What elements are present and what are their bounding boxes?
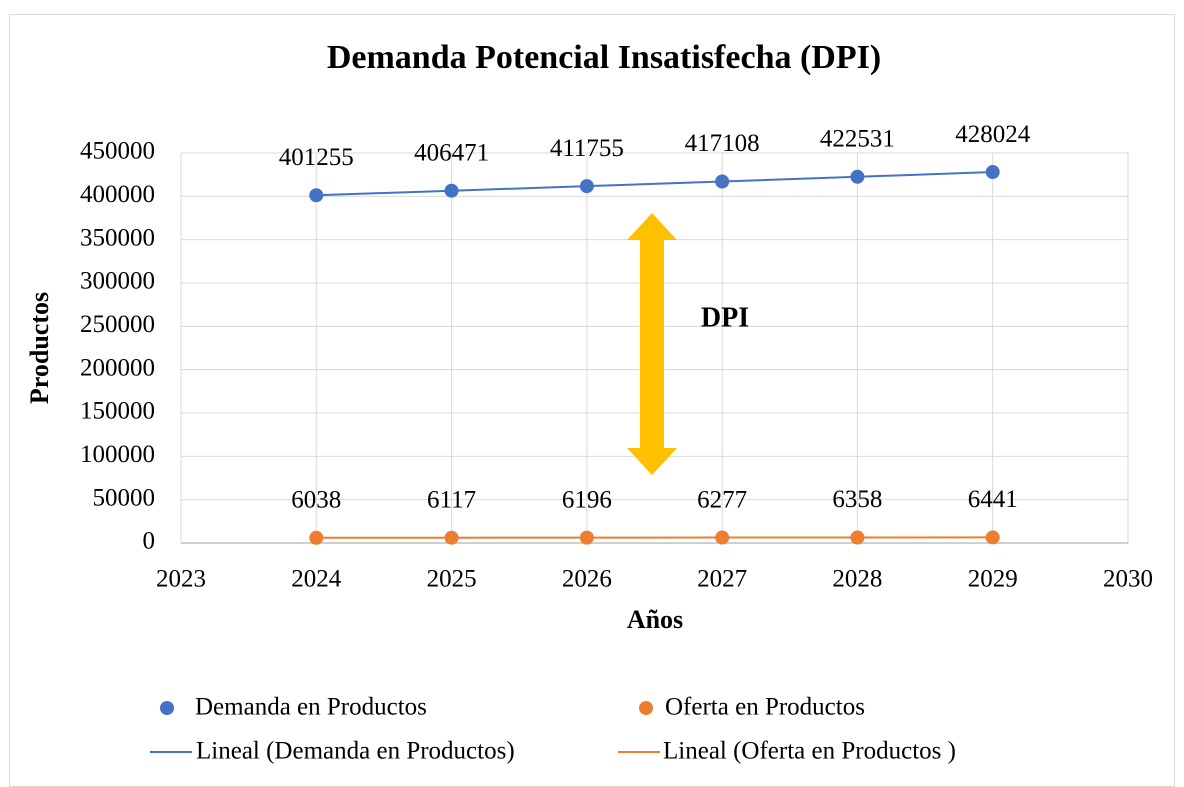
data-point bbox=[309, 188, 324, 203]
x-tick-label: 2029 bbox=[968, 566, 1018, 593]
y-tick-label: 100000 bbox=[80, 441, 155, 468]
data-point bbox=[715, 174, 730, 189]
data-label: 406471 bbox=[414, 139, 489, 166]
data-label: 417108 bbox=[685, 130, 760, 157]
data-label: 6358 bbox=[832, 486, 882, 513]
data-point bbox=[444, 530, 459, 545]
data-label: 411755 bbox=[550, 135, 624, 162]
data-label: 6117 bbox=[427, 486, 476, 513]
data-label: 428024 bbox=[955, 121, 1031, 148]
data-point bbox=[309, 530, 324, 545]
chart-border bbox=[9, 14, 1175, 787]
data-point bbox=[444, 183, 459, 198]
data-label: 422531 bbox=[820, 126, 895, 153]
y-tick-label: 300000 bbox=[80, 268, 155, 295]
data-point bbox=[985, 165, 1000, 180]
legend-marker bbox=[160, 701, 174, 715]
data-label: 6038 bbox=[291, 487, 341, 514]
legend-label: Oferta en Productos bbox=[665, 694, 865, 721]
data-point bbox=[579, 530, 594, 545]
y-tick-label: 450000 bbox=[80, 138, 155, 165]
y-tick-label: 50000 bbox=[93, 484, 156, 511]
data-label: 6277 bbox=[697, 486, 747, 513]
legend-label: Lineal (Demanda en Productos) bbox=[196, 738, 515, 765]
data-point bbox=[850, 169, 865, 184]
y-tick-label: 0 bbox=[143, 528, 156, 555]
x-tick-label: 2024 bbox=[291, 566, 342, 593]
y-tick-label: 250000 bbox=[80, 311, 155, 338]
data-label: 6196 bbox=[562, 486, 612, 513]
legend-marker bbox=[639, 701, 653, 715]
x-tick-label: 2026 bbox=[562, 566, 612, 593]
y-axis-label: Productos bbox=[25, 292, 54, 404]
data-point bbox=[579, 179, 594, 194]
x-tick-label: 2023 bbox=[156, 566, 206, 593]
chart-title: Demanda Potencial Insatisfecha (DPI) bbox=[327, 39, 881, 76]
x-tick-label: 2027 bbox=[697, 566, 747, 593]
annotation: DPI bbox=[701, 302, 749, 333]
x-tick-label: 2028 bbox=[832, 566, 882, 593]
data-point bbox=[715, 530, 730, 545]
x-tick-label: 2025 bbox=[427, 566, 477, 593]
legend-label: Demanda en Productos bbox=[195, 694, 427, 721]
y-tick-label: 400000 bbox=[80, 181, 155, 208]
trend-line bbox=[316, 171, 993, 197]
dpi-arrow bbox=[627, 213, 677, 475]
legend-label: Lineal (Oferta en Productos ) bbox=[663, 738, 956, 765]
data-point bbox=[985, 530, 1000, 545]
y-tick-label: 350000 bbox=[80, 224, 155, 251]
x-axis-label: Años bbox=[627, 605, 683, 634]
y-tick-label: 150000 bbox=[80, 398, 155, 425]
data-label: 6441 bbox=[968, 486, 1018, 513]
y-tick-label: 200000 bbox=[80, 354, 155, 381]
x-tick-label: 2030 bbox=[1103, 566, 1153, 593]
data-label: 401255 bbox=[279, 144, 354, 171]
data-point bbox=[850, 530, 865, 545]
